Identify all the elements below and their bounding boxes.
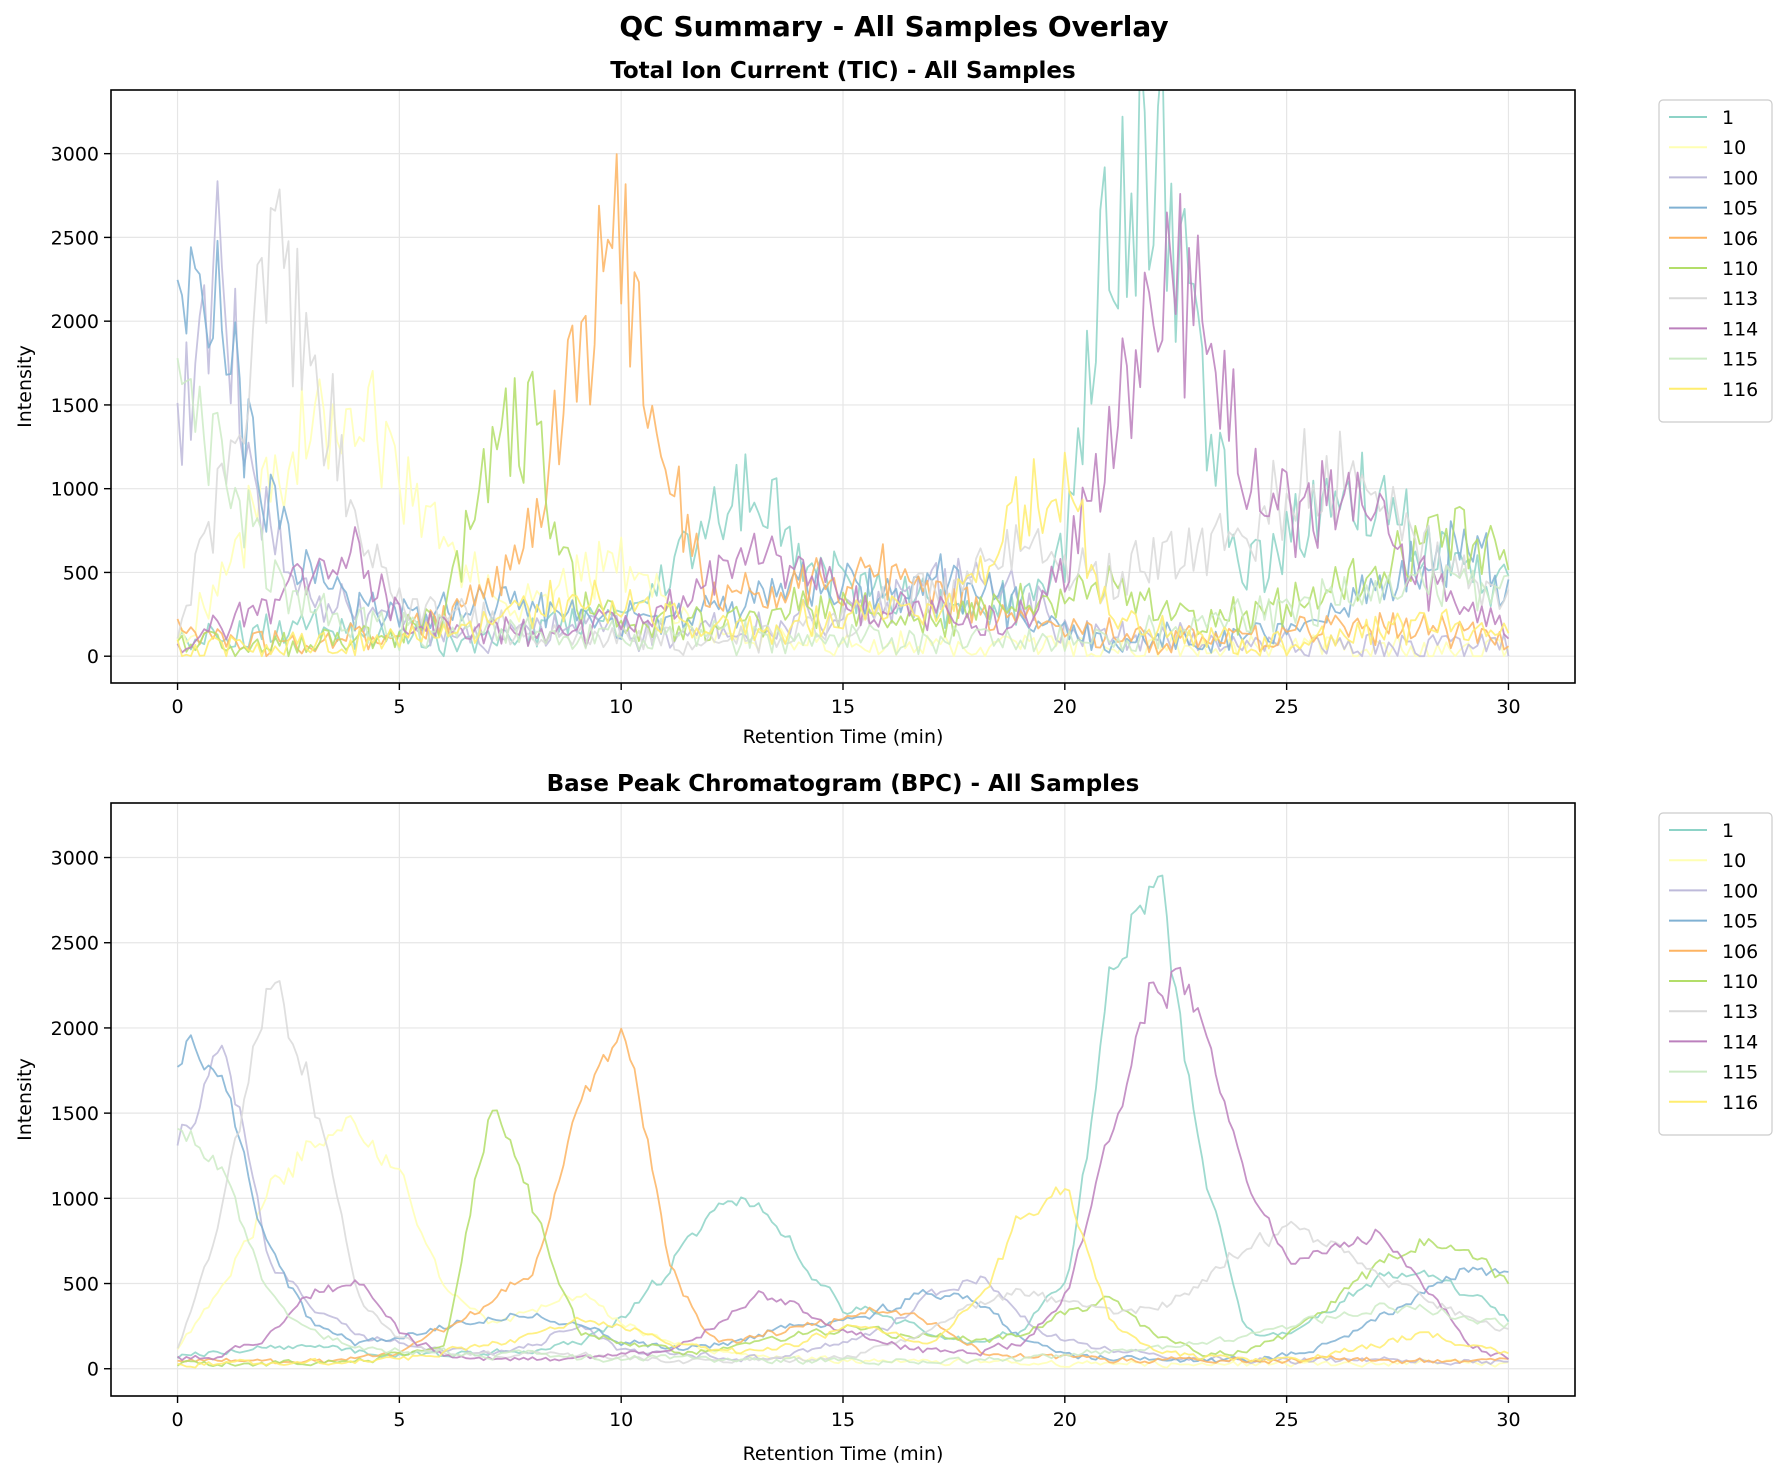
legend-entry-105: 105 [1722,911,1758,933]
series-line-114 [176,966,1510,1362]
x-tick-label: 10 [609,1409,633,1431]
x-tick-label: 0 [171,696,183,718]
legend-entry-110: 110 [1722,258,1758,280]
series-line-115 [176,357,1509,657]
legend-box [1658,99,1773,423]
x-axis-label: Retention Time (min) [743,1443,944,1465]
tic-panel: Total Ion Current (TIC) - All Samples 0 5 1… [14,58,1773,748]
legend-entry-10: 10 [1722,137,1746,159]
series-line-113 [176,188,1510,656]
x-tick-label: 25 [1275,696,1299,718]
x-tick-label: 20 [1053,1409,1077,1431]
x-tick-label: 30 [1496,1409,1520,1431]
legend-entry-106: 106 [1722,941,1758,963]
chart-title: Base Peak Chromatogram (BPC) - All Sampl… [547,771,1140,797]
chart-title: Total Ion Current (TIC) - All Samples [610,58,1075,84]
legend-entry-1: 1 [1722,820,1734,842]
series-lines [176,90,1510,658]
x-tick-label: 15 [831,1409,855,1431]
y-tick-label: 2500 [51,227,99,249]
y-tick-label: 500 [63,1274,99,1296]
figure-suptitle: QC Summary - All Samples Overlay [619,10,1168,43]
legend-entry-106: 106 [1722,228,1758,250]
legend-entry-100: 100 [1722,880,1758,902]
series-line-100 [176,1044,1509,1366]
series-line-115 [177,1127,1510,1366]
y-tick-label: 1000 [51,1188,99,1210]
legend-entry-1: 1 [1722,107,1734,129]
y-axis-label: Intensity [14,345,36,428]
legend-entry-115: 115 [1722,349,1758,371]
legend-entry-116: 116 [1722,1092,1758,1114]
series-line-114 [176,193,1510,654]
x-tick-label: 5 [393,696,405,718]
x-tick-label: 15 [831,696,855,718]
series-line-116 [176,451,1510,658]
y-tick-label: 1500 [51,395,99,417]
series-line-105 [176,239,1510,654]
series-lines [176,874,1510,1369]
legend-entry-10: 10 [1722,850,1746,872]
legend-entry-105: 105 [1722,198,1758,220]
x-tick-label: 20 [1053,696,1077,718]
series-line-10 [176,370,1510,658]
legend-entry-113: 113 [1722,1001,1758,1023]
x-tick-label: 30 [1496,696,1520,718]
y-tick-label: 3000 [51,848,99,870]
y-axis-label: Intensity [14,1058,36,1141]
y-tick-label: 1500 [51,1103,99,1125]
legend-entry-114: 114 [1722,1031,1758,1053]
legend-entry-116: 116 [1722,379,1758,401]
x-tick-label: 25 [1275,1409,1299,1431]
legend-entry-115: 115 [1722,1062,1758,1084]
y-tick-label: 3000 [51,144,99,166]
x-tick-label: 10 [609,696,633,718]
y-tick-label: 2000 [51,311,99,333]
x-axis-label: Retention Time (min) [743,726,944,748]
series-line-116 [177,1186,1509,1369]
series-line-110 [176,370,1510,658]
y-tick-label: 500 [63,562,99,584]
y-tick-label: 0 [87,1359,99,1381]
x-tick-label: 5 [393,1409,405,1431]
series-line-105 [176,1034,1509,1364]
y-tick-label: 2500 [51,933,99,955]
legend-entry-110: 110 [1722,971,1758,993]
legend-entry-114: 114 [1722,318,1758,340]
y-tick-label: 0 [87,646,99,668]
legend-entry-113: 113 [1722,288,1758,310]
y-tick-label: 1000 [51,479,99,501]
legend-box [1658,812,1773,1136]
legend-entry-100: 100 [1722,167,1758,189]
y-tick-label: 2000 [51,1018,99,1040]
x-tick-label: 0 [171,1409,183,1431]
bpc-panel: Base Peak Chromatogram (BPC) - All Sampl… [14,771,1773,1465]
